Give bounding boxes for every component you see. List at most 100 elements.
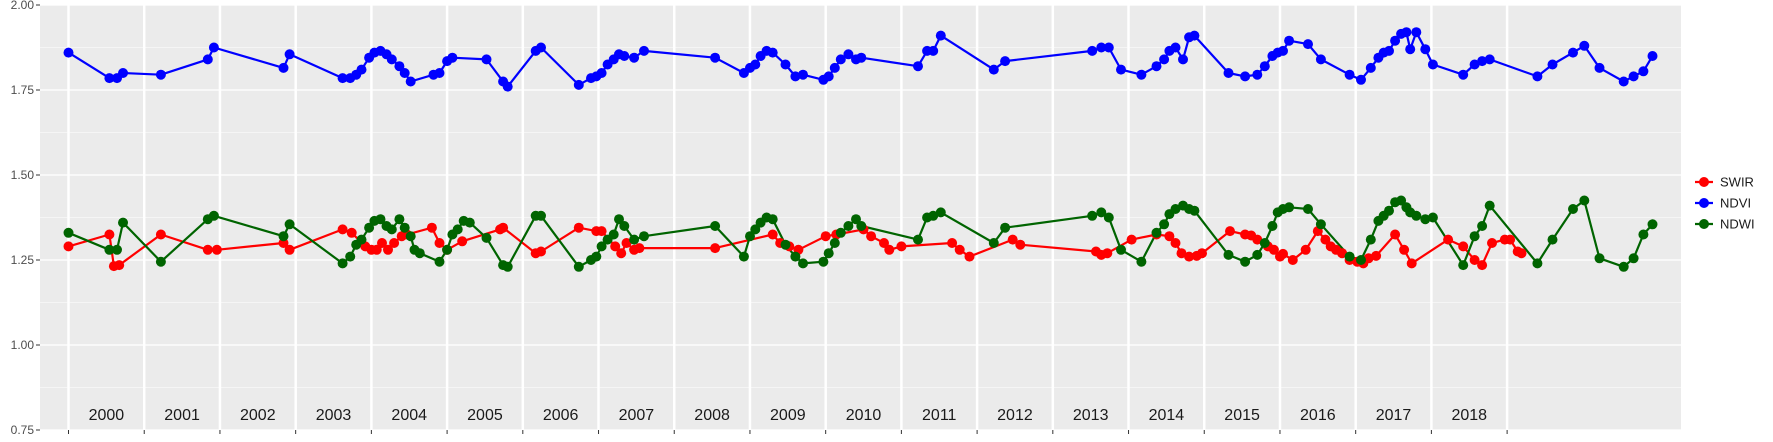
data-point-ndwi bbox=[1477, 221, 1488, 231]
data-point-ndwi bbox=[798, 258, 808, 269]
data-point-ndwi bbox=[1159, 219, 1170, 230]
data-point-swir bbox=[767, 229, 778, 240]
data-point-ndwi bbox=[284, 219, 295, 230]
data-point-ndvi bbox=[1096, 42, 1107, 53]
data-point-ndvi bbox=[750, 59, 761, 70]
data-point-ndwi bbox=[278, 231, 289, 242]
data-point-ndvi bbox=[536, 42, 546, 53]
data-point-ndwi bbox=[1356, 255, 1366, 265]
data-point-swir bbox=[616, 248, 627, 259]
data-point-swir bbox=[573, 222, 584, 233]
data-point-swir bbox=[377, 238, 387, 248]
data-point-swir bbox=[1443, 234, 1454, 245]
data-point-swir bbox=[1015, 239, 1026, 250]
y-axis: 0.75 1.00 1.25 1.50 1.75 2.00 bbox=[11, 0, 40, 437]
data-point-ndvi bbox=[208, 42, 219, 53]
data-point-swir bbox=[1399, 244, 1410, 255]
data-point-ndvi bbox=[1259, 61, 1270, 72]
data-point-swir bbox=[1170, 238, 1181, 248]
data-point-ndvi bbox=[1618, 76, 1629, 87]
data-point-ndvi bbox=[1136, 69, 1147, 80]
data-point-swir bbox=[155, 229, 166, 240]
data-point-swir bbox=[346, 227, 357, 238]
data-point-ndvi bbox=[1484, 54, 1495, 65]
data-point-ndvi bbox=[1103, 42, 1114, 53]
year-label: 2015 bbox=[1224, 407, 1260, 424]
data-point-ndvi bbox=[1647, 51, 1658, 61]
data-point-ndwi bbox=[750, 224, 761, 235]
data-point-swir bbox=[337, 224, 348, 235]
data-point-ndvi bbox=[1223, 68, 1234, 78]
data-point-ndwi bbox=[1103, 212, 1114, 223]
data-point-swir bbox=[284, 244, 295, 255]
data-point-ndwi bbox=[536, 210, 546, 221]
data-point-ndvi bbox=[155, 69, 166, 80]
data-point-swir bbox=[710, 243, 721, 254]
data-point-ndvi bbox=[710, 52, 721, 63]
data-point-ndwi bbox=[629, 234, 640, 245]
legend-label-swir: SWIR bbox=[1720, 175, 1754, 190]
data-point-swir bbox=[1406, 258, 1417, 269]
y-tick-label: 0.75 bbox=[11, 423, 35, 437]
year-label: 2004 bbox=[391, 407, 427, 424]
data-point-ndvi bbox=[1579, 40, 1590, 51]
year-label: 2013 bbox=[1073, 407, 1109, 424]
data-point-ndvi bbox=[434, 68, 445, 78]
data-point-swir bbox=[596, 226, 607, 237]
data-point-swir bbox=[964, 251, 975, 262]
data-point-ndvi bbox=[843, 49, 854, 60]
year-labels: 2000 2001 2002 2003 2004 2005 2006 2007 2008 2009… bbox=[89, 407, 1488, 424]
data-point-swir bbox=[457, 236, 468, 247]
data-point-ndvi bbox=[823, 71, 834, 82]
data-point-ndvi bbox=[447, 52, 458, 63]
data-point-ndwi bbox=[399, 222, 410, 233]
data-point-ndwi bbox=[345, 251, 356, 262]
data-point-ndvi bbox=[202, 54, 213, 65]
data-point-swir bbox=[1184, 251, 1195, 262]
data-point-ndwi bbox=[1136, 256, 1147, 267]
data-point-ndvi bbox=[1532, 71, 1543, 82]
data-point-ndwi bbox=[1267, 221, 1278, 231]
legend-key-point-swir bbox=[1699, 177, 1709, 187]
x-axis bbox=[68, 430, 1508, 434]
data-point-ndwi bbox=[767, 214, 778, 225]
data-point-ndwi bbox=[394, 214, 405, 225]
data-point-ndvi bbox=[386, 54, 397, 65]
data-point-ndwi bbox=[790, 251, 801, 262]
data-point-ndwi bbox=[1568, 204, 1578, 214]
data-point-ndvi bbox=[1170, 42, 1181, 53]
data-point-ndvi bbox=[1344, 69, 1355, 80]
data-point-ndvi bbox=[1087, 45, 1098, 56]
data-point-swir bbox=[1320, 234, 1331, 245]
data-point-ndwi bbox=[414, 248, 425, 259]
data-point-ndwi bbox=[1252, 249, 1263, 260]
data-point-ndvi bbox=[1356, 74, 1366, 85]
data-point-ndwi bbox=[356, 234, 367, 245]
data-point-ndwi bbox=[1458, 260, 1469, 271]
data-point-ndvi bbox=[913, 61, 923, 72]
data-point-ndvi bbox=[1477, 56, 1488, 67]
data-point-swir bbox=[1300, 244, 1311, 255]
legend-label-ndvi: NDVI bbox=[1720, 196, 1751, 211]
data-point-ndvi bbox=[629, 52, 640, 63]
data-point-ndwi bbox=[1151, 227, 1162, 238]
data-point-ndwi bbox=[1365, 234, 1376, 245]
data-point-ndvi bbox=[1384, 45, 1394, 56]
data-point-swir bbox=[371, 244, 382, 255]
data-point-ndwi bbox=[818, 256, 829, 267]
data-point-ndwi bbox=[155, 256, 166, 267]
data-point-ndvi bbox=[1427, 59, 1438, 70]
data-point-swir bbox=[1337, 248, 1348, 259]
data-point-ndvi bbox=[1628, 71, 1639, 82]
data-point-swir bbox=[1252, 234, 1263, 245]
data-point-ndwi bbox=[452, 224, 463, 235]
data-point-swir bbox=[896, 241, 907, 252]
data-point-swir bbox=[1225, 226, 1235, 237]
data-point-swir bbox=[1516, 248, 1527, 259]
data-point-ndvi bbox=[1000, 56, 1011, 67]
data-point-swir bbox=[1176, 248, 1187, 259]
data-point-ndwi bbox=[988, 238, 999, 248]
data-point-ndvi bbox=[1411, 27, 1422, 38]
data-point-ndwi bbox=[1284, 202, 1295, 213]
